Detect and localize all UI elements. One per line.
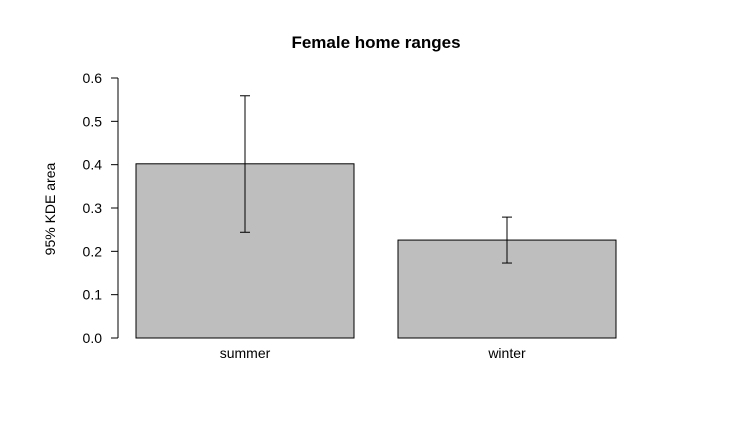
y-tick-label-6: 0.6 [83, 70, 103, 86]
y-axis-label: 95% KDE area [42, 162, 58, 255]
y-tick-label-0: 0.0 [83, 330, 103, 346]
x-tick-labels: summer winter [220, 345, 526, 361]
y-tick-label-4: 0.4 [83, 157, 103, 173]
x-tick-label-summer: summer [220, 345, 271, 361]
chart-title: Female home ranges [291, 33, 460, 52]
y-tick-label-5: 0.5 [83, 113, 103, 129]
bars [135, 95, 617, 339]
y-tick-label-3: 0.3 [83, 200, 103, 216]
y-tick-label-2: 0.2 [83, 243, 103, 259]
x-tick-label-winter: winter [487, 345, 526, 361]
y-axis: 0.0 0.1 0.2 0.3 0.4 0.5 0.6 [83, 70, 119, 346]
y-tick-label-1: 0.1 [83, 287, 103, 303]
